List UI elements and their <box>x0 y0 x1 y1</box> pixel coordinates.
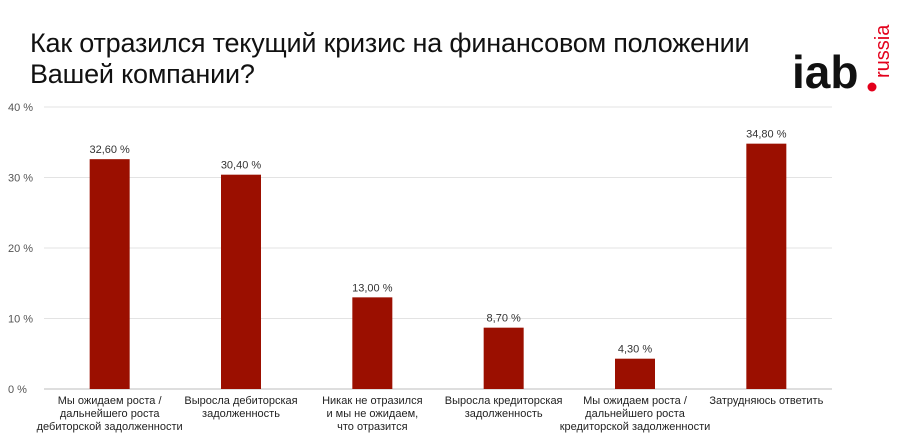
y-tick-label: 20 % <box>8 243 33 255</box>
logo-russia-text: russia <box>872 24 894 78</box>
value-label: 4,30 % <box>618 344 652 356</box>
value-label: 13,00 % <box>352 282 393 294</box>
category-label-line: Выросла кредиторская <box>445 395 563 407</box>
category-label-line: задолженность <box>202 408 280 420</box>
logo-iab-text: iab <box>792 46 858 98</box>
category-label-line: Мы ожидаем роста / <box>583 395 688 407</box>
title-line-1: Как отразился текущий кризис на финансов… <box>30 28 750 58</box>
category-label-line: Затрудняюсь ответить <box>709 395 823 407</box>
category-label-line: Никак не отразился <box>322 395 423 407</box>
y-tick-label: 40 % <box>8 102 33 114</box>
bars <box>89 143 787 389</box>
y-tick-label: 0 % <box>8 384 27 396</box>
chart-title: Как отразился текущий кризис на финансов… <box>30 28 750 90</box>
category-labels: Мы ожидаем роста / дальнейшего роста дебит… <box>37 395 824 433</box>
category-label-line: дебиторской задолженности <box>37 421 183 433</box>
bar <box>89 159 130 389</box>
bar <box>746 143 787 389</box>
value-label: 34,80 % <box>746 129 787 141</box>
category-label: Мы ожидаем роста / дальнейшего роста дебит… <box>37 395 183 433</box>
category-label: Затрудняюсь ответить <box>709 395 823 407</box>
title-line-2: Вашей компании? <box>30 59 255 89</box>
logo-dot <box>867 82 877 92</box>
bar <box>615 358 655 389</box>
category-label-line: кредиторской задолженности <box>560 421 711 433</box>
category-label: Никак не отразился и мы не ожидаем, что от… <box>322 395 423 433</box>
category-label-line: дальнейшего роста <box>585 408 686 420</box>
category-label: Мы ожидаем роста / дальнейшего роста креди… <box>560 395 711 433</box>
category-label-line: дальнейшего роста <box>60 408 161 420</box>
category-label-line: Выросла дебиторская <box>184 395 297 407</box>
y-tick-label: 10 % <box>8 314 33 326</box>
category-label: Выросла дебиторская задолженность <box>184 395 297 420</box>
grid-lines <box>44 106 832 390</box>
category-label-line: Мы ожидаем роста / <box>58 395 163 407</box>
y-axis-ticks: 0 % 10 % 20 % 30 % 40 % <box>8 102 33 396</box>
category-label: Выросла кредиторская задолженность <box>445 395 563 420</box>
category-label-line: и мы не ожидаем, <box>326 408 418 420</box>
value-labels: 32,60 % 30,40 % 13,00 % 8,70 % 4,30 % 34,80 % <box>89 129 786 356</box>
bar <box>483 327 524 389</box>
category-label-line: задолженность <box>465 408 543 420</box>
category-label-line: что отразится <box>337 421 407 433</box>
value-label: 8,70 % <box>487 313 521 325</box>
y-tick-label: 30 % <box>8 173 33 185</box>
bar <box>352 297 393 389</box>
bar <box>221 174 261 389</box>
value-label: 32,60 % <box>89 144 130 156</box>
iab-russia-logo: iab russia <box>792 24 894 98</box>
value-label: 30,40 % <box>221 160 262 172</box>
